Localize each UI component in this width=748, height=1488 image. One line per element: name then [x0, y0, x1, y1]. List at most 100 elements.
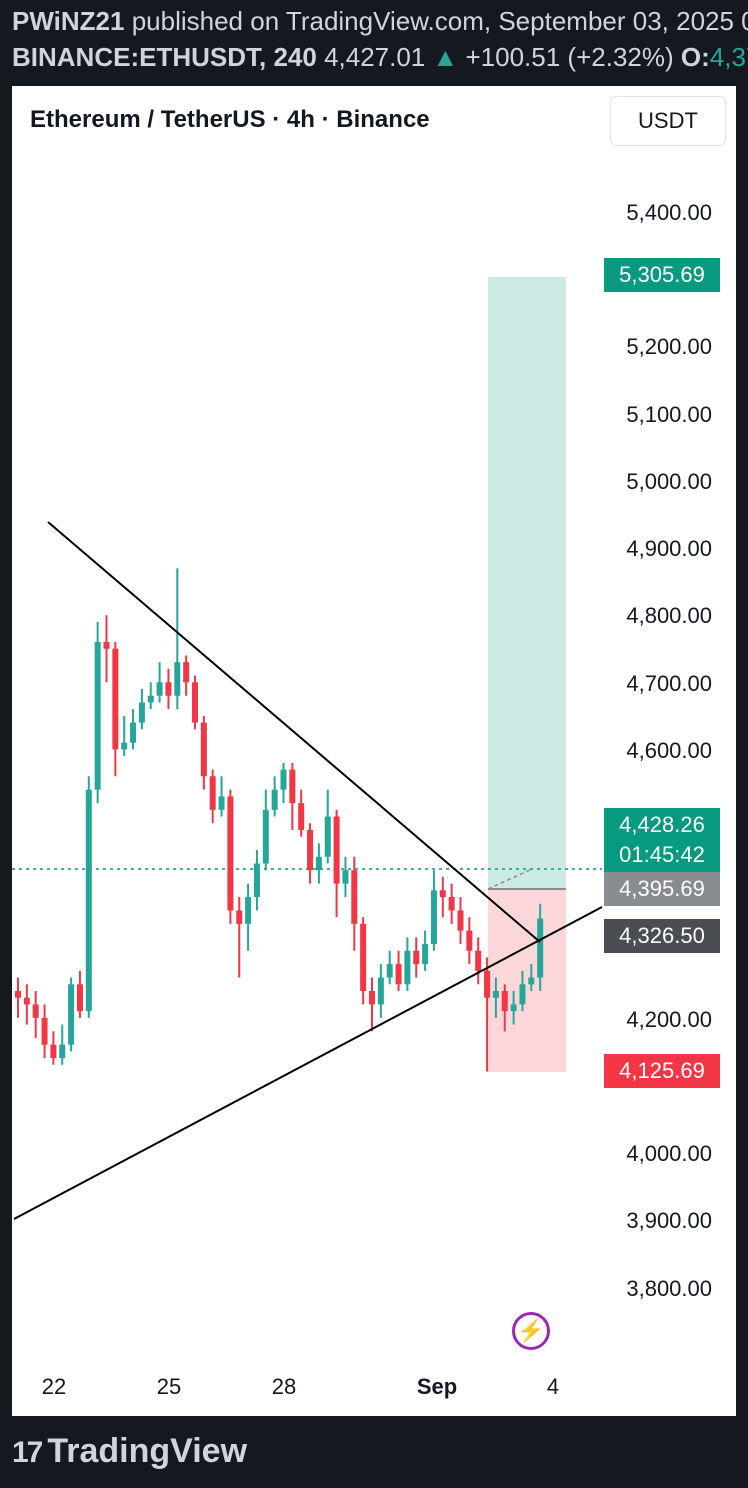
candle-body[interactable]: [537, 918, 544, 978]
price-axis-label: 4,200.00: [626, 1007, 712, 1032]
candle-body[interactable]: [466, 930, 473, 951]
candle-body[interactable]: [351, 870, 358, 924]
candle-body[interactable]: [271, 789, 278, 810]
candle-body[interactable]: [280, 769, 287, 790]
candle-body[interactable]: [333, 816, 340, 884]
entry-price-tag: 4,395.69: [604, 872, 720, 906]
projection-line: [487, 868, 533, 890]
open-label: O:: [680, 42, 710, 72]
candle-body[interactable]: [492, 991, 499, 998]
candle-body[interactable]: [32, 1004, 39, 1018]
candle-body[interactable]: [342, 870, 349, 884]
candle-body[interactable]: [103, 642, 110, 649]
bar-countdown: 01:45:42: [619, 842, 705, 867]
current-price-value: 4,428.26: [619, 812, 705, 837]
up-arrow-icon: ▲: [432, 42, 459, 72]
candle-body[interactable]: [315, 856, 322, 871]
price-axis-label: 3,800.00: [626, 1276, 712, 1301]
publish-info: PWiNZ21 published on TradingView.com, Se…: [12, 6, 748, 37]
candle-body[interactable]: [369, 991, 375, 1005]
ascending-trendline[interactable]: [13, 906, 603, 1220]
candle-body[interactable]: [41, 1017, 48, 1045]
candle-body[interactable]: [121, 742, 128, 750]
candle-body[interactable]: [245, 897, 252, 924]
candle-body[interactable]: [174, 662, 181, 696]
tv-logo-icon: 17: [12, 1436, 43, 1469]
candle-body[interactable]: [448, 897, 455, 911]
price-axis-label: 5,000.00: [626, 469, 712, 494]
candle-body[interactable]: [236, 910, 243, 924]
candle-body[interactable]: [289, 769, 296, 804]
candle-body[interactable]: [262, 809, 269, 864]
target-zone: [488, 277, 566, 889]
current-price-tag: 4,428.26 01:45:42: [604, 808, 720, 874]
candle-body[interactable]: [395, 964, 402, 985]
descending-trendline[interactable]: [47, 521, 541, 943]
price-axis-label: 4,800.00: [626, 603, 712, 628]
candle-body[interactable]: [15, 991, 21, 998]
candle-body[interactable]: [50, 1044, 57, 1059]
candle-body[interactable]: [23, 997, 30, 1005]
symbol-info: BINANCE:ETHUSDT, 240 4,427.01 ▲ +100.51 …: [12, 42, 748, 73]
price-axis-label: 5,400.00: [626, 200, 712, 225]
lightning-icon[interactable]: ⚡: [512, 1312, 550, 1350]
candle-body[interactable]: [386, 964, 393, 978]
currency-selector[interactable]: USDT: [610, 96, 726, 146]
candle-body[interactable]: [192, 682, 198, 723]
candle-body[interactable]: [404, 950, 411, 985]
symbol-name[interactable]: BINANCE:ETHUSDT, 240: [12, 42, 317, 72]
candle-body[interactable]: [501, 991, 508, 1012]
candle-body[interactable]: [183, 662, 190, 683]
candle-body[interactable]: [156, 682, 163, 696]
candle-body[interactable]: [457, 910, 464, 931]
date-axis-label: 4: [546, 1374, 560, 1399]
chart-canvas[interactable]: 5,400.00 5,200.00 5,100.00 5,000.00 4,90…: [12, 86, 736, 1416]
candle-body[interactable]: [218, 796, 225, 810]
price-axis-label: 4,600.00: [626, 738, 712, 763]
candle-body[interactable]: [528, 977, 535, 985]
open-value: 4,371.: [709, 42, 748, 72]
price-axis-label: 3,900.00: [626, 1208, 712, 1233]
candle-body[interactable]: [200, 722, 207, 777]
author-name[interactable]: PWiNZ21: [12, 6, 125, 36]
candle-body[interactable]: [422, 944, 429, 965]
candle-body[interactable]: [147, 695, 154, 703]
candle-body[interactable]: [360, 923, 367, 992]
candle-body[interactable]: [209, 776, 216, 810]
price-axis-label: 4,000.00: [626, 1141, 712, 1166]
candle-body[interactable]: [85, 789, 92, 1012]
publish-text: published on TradingView.com, September …: [131, 6, 748, 36]
candle-body[interactable]: [59, 1044, 66, 1059]
price-axis-label: 4,700.00: [626, 671, 712, 696]
chart-panel[interactable]: 5,400.00 5,200.00 5,100.00 5,000.00 4,90…: [12, 86, 736, 1416]
date-axis-label: Sep: [416, 1374, 458, 1399]
candle-body[interactable]: [112, 648, 119, 750]
candle-body[interactable]: [324, 816, 331, 857]
candle-body[interactable]: [377, 977, 384, 1005]
candle-body[interactable]: [94, 642, 101, 790]
chart-title[interactable]: Ethereum / TetherUS · 4h · Binance: [30, 106, 430, 133]
candle-body[interactable]: [130, 722, 137, 743]
price-axis-label: 5,100.00: [626, 402, 712, 427]
candle-body[interactable]: [307, 829, 314, 871]
candle-body[interactable]: [298, 803, 305, 830]
candle-body[interactable]: [138, 702, 145, 723]
last-price: 4,427.01: [324, 42, 426, 72]
candle-body[interactable]: [227, 796, 234, 911]
candle-body[interactable]: [68, 984, 75, 1045]
candle-body[interactable]: [430, 890, 437, 945]
candle-body[interactable]: [475, 950, 482, 971]
tradingview-logo[interactable]: 17 TradingView: [12, 1432, 248, 1470]
date-axis-label: 22: [41, 1374, 67, 1399]
date-axis-label: 28: [271, 1374, 297, 1399]
take-profit-tag: 5,305.69: [604, 258, 720, 292]
candle-body[interactable]: [439, 890, 446, 898]
candle-body[interactable]: [76, 984, 83, 1012]
candle-body[interactable]: [510, 1004, 517, 1012]
candle-body[interactable]: [484, 970, 491, 998]
candle-body[interactable]: [519, 984, 526, 1005]
candle-body[interactable]: [413, 950, 420, 965]
candle-body[interactable]: [165, 682, 172, 696]
candle-body[interactable]: [253, 863, 260, 898]
date-axis-label: 25: [156, 1374, 182, 1399]
